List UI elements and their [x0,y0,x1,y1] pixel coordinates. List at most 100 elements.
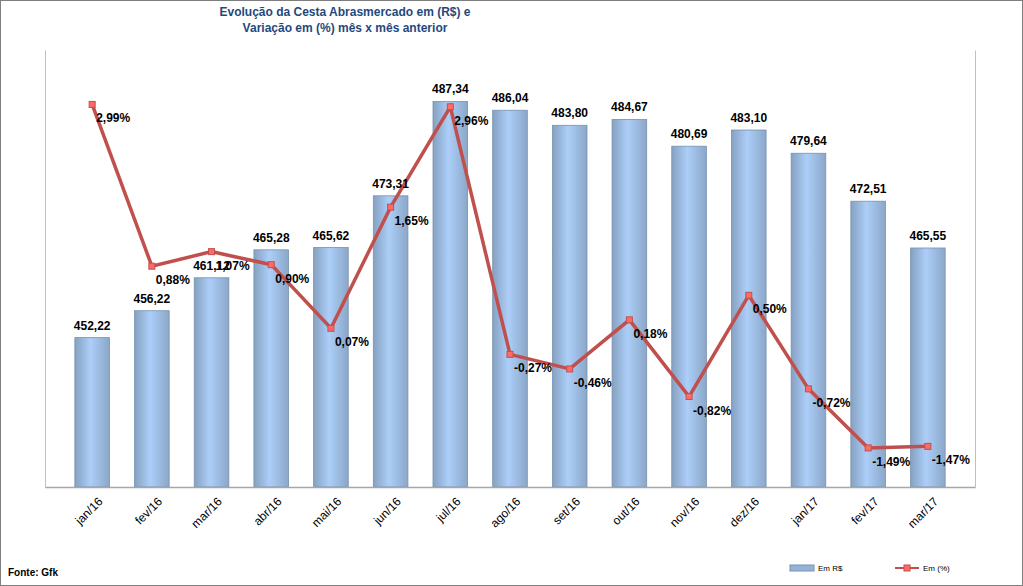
x-tick-label: fev/17 [848,494,881,527]
marker [925,443,931,449]
marker [746,292,752,298]
bar [75,338,110,487]
x-axis-line [46,487,976,489]
bar [194,278,229,487]
bar [672,146,707,487]
legend-label: Em (%) [923,564,950,573]
x-tick-label: mar/17 [905,494,942,531]
line-label: -1,49% [872,455,910,469]
marker [209,249,215,255]
bar-label: 484,67 [611,100,648,114]
marker [149,263,155,269]
x-tick-label: nov/16 [667,494,703,530]
x-tick: jul/16 [433,487,464,525]
x-tick: nov/16 [667,487,703,530]
line-label: 1,65% [395,214,429,228]
line-label: -0,72% [812,396,850,410]
source: Fonte: Gfk [8,567,58,578]
line-label: 0,50% [753,302,787,316]
bar-label: 479,64 [790,134,827,148]
marker [507,351,513,357]
title: Evolução da Cesta Abrasmercado em (R$) e [220,5,471,19]
line-label: 0,90% [275,272,309,286]
y2-axis [975,51,976,488]
y2-axis-line [975,51,976,488]
x-tick-label: jun/16 [370,494,404,528]
x-tick-label: jan/16 [72,494,106,528]
x-tick: mar/17 [905,487,942,531]
bar-label: 487,34 [432,82,469,96]
line-label: -0,82% [693,404,731,418]
x-axis: jan/16 fev/16 mar/16 abr/16 mai/16 jun/16 jul/… [46,487,976,531]
bar [791,153,826,487]
x-tick-label: abr/16 [251,494,285,528]
marker [567,366,573,372]
x-tick: jan/16 [72,487,106,528]
line-label: 0,88% [156,273,190,287]
marker [865,445,871,451]
bar [552,125,587,487]
legend: Em R$ Em (%) [790,564,950,573]
x-tick-label: mai/16 [309,494,345,530]
x-tick-label: mar/16 [189,494,226,531]
marker [626,317,632,323]
bar [314,248,349,487]
marker [89,101,95,107]
y-axis-line [45,51,46,488]
title: Variação em (%) mês x mês anterior [243,21,448,35]
legend-label: Em R$ [818,564,843,573]
markers [89,101,931,450]
bar [612,119,647,487]
bar-series [75,101,945,487]
line-label: -0,27% [514,361,552,375]
x-tick: mar/16 [189,487,226,531]
bar-label: 452,22 [74,319,111,333]
bar [851,201,886,487]
marker [328,325,334,331]
x-tick-label: fev/16 [132,494,165,527]
x-tick-label: jan/17 [788,494,822,528]
bar [373,196,408,487]
x-tick: set/16 [550,487,583,527]
bar-label: 456,22 [133,292,170,306]
bar-label: 480,69 [671,127,708,141]
marks [75,101,945,487]
line [92,104,928,447]
x-tick: fev/17 [848,487,881,527]
y-axis [45,51,46,488]
marker [447,104,453,110]
x-tick: jan/17 [788,487,822,528]
x-tick-label: dez/16 [727,494,763,530]
x-tick: out/16 [609,487,643,528]
x-tick: dez/16 [727,487,763,530]
bar [135,311,170,487]
bar [911,248,946,487]
bar-label: 465,28 [253,231,290,245]
bar-label: 465,55 [909,229,946,243]
bar-label: 486,04 [492,91,529,105]
line-label: 2,99% [96,111,130,125]
marker [388,204,394,210]
bar-label: 483,80 [551,106,588,120]
line-label: 1,07% [216,259,250,273]
line-label: -1,47% [932,453,970,467]
x-tick-label: set/16 [550,494,583,527]
chart: jan/16 fev/16 mar/16 abr/16 mai/16 jun/16 jul/… [0,0,1023,586]
x-tick-label: out/16 [609,494,643,528]
bar-label: 473,31 [372,177,409,191]
bar-label: 472,51 [850,182,887,196]
legend-swatch [904,565,910,571]
x-tick: jun/16 [370,487,404,528]
line-label: 0,18% [633,327,667,341]
x-tick-label: ago/16 [487,494,523,530]
marker [805,386,811,392]
line-label: 2,96% [454,114,488,128]
x-tick: fev/16 [132,487,165,527]
line-label: 0,07% [335,335,369,349]
bar-label: 483,10 [730,111,767,125]
legend-swatch [790,565,814,571]
x-tick-label: jul/16 [433,494,464,525]
x-tick: abr/16 [251,487,285,528]
x-tick: mai/16 [309,487,345,530]
background [1,1,1023,586]
